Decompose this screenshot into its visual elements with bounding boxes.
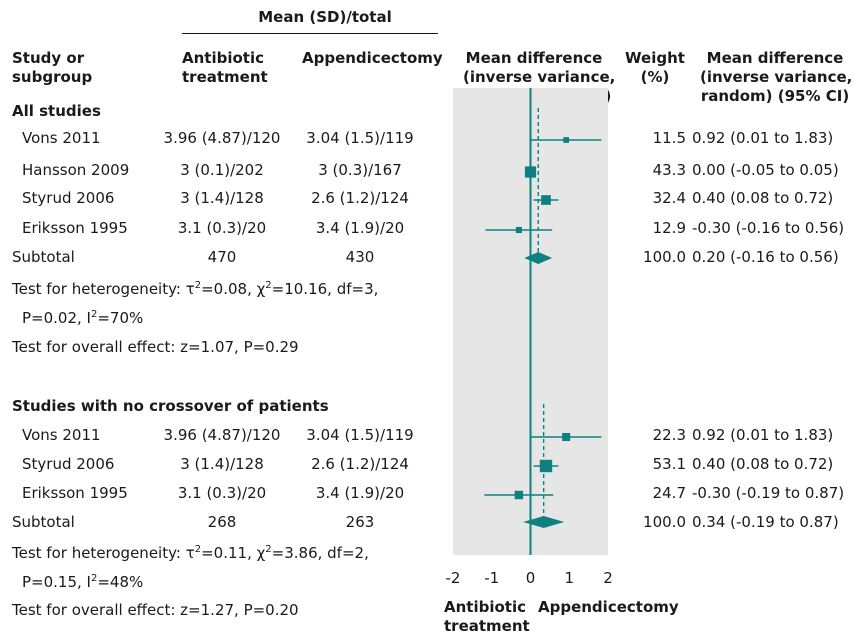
ci-value: 0.92 (0.01 to 1.83) <box>692 426 834 444</box>
weight-column-header: Weight (%) <box>625 49 685 86</box>
weight-total: 100.0 <box>643 248 686 266</box>
x-tick-label: -1 <box>484 569 499 587</box>
study-name: Vons 2011 <box>22 426 101 444</box>
appendicectomy-value: 3.04 (1.5)/119 <box>306 426 414 444</box>
x-tick-label: 0 <box>526 569 536 587</box>
subtotal-label: Subtotal <box>12 513 75 531</box>
favours-right-label: Appendicectomy <box>538 598 679 616</box>
antibiotic-total: 268 <box>207 513 237 531</box>
heterogeneity-p: P=0.15, I2=48% <box>22 573 144 591</box>
appendicectomy-column-header: Appendicectomy <box>302 49 443 67</box>
weight-value: 11.5 <box>652 129 686 147</box>
study-marker <box>539 459 553 473</box>
appendicectomy-value: 3.4 (1.9)/20 <box>315 484 405 502</box>
appendicectomy-value: 2.6 (1.2)/124 <box>311 455 409 473</box>
subtotal-label: Subtotal <box>12 248 75 266</box>
study-column-header: Study or subgroup <box>12 49 93 86</box>
overall-effect-test: Test for overall effect: z=1.07, P=0.29 <box>12 338 299 356</box>
study-marker <box>515 226 522 234</box>
pooled-diamond <box>524 252 553 264</box>
ci-value: 0.00 (-0.05 to 0.05) <box>692 161 839 179</box>
antibiotic-value: 3.1 (0.3)/20 <box>177 484 267 502</box>
weight-value: 12.9 <box>652 219 686 237</box>
weight-value: 22.3 <box>652 426 686 444</box>
weight-value: 24.7 <box>652 484 686 502</box>
appendicectomy-total: 263 <box>345 513 375 531</box>
heterogeneity-p: P=0.02, I2=70% <box>22 309 144 327</box>
study-marker <box>562 432 571 442</box>
antibiotic-column-header: Antibiotic treatment <box>182 49 268 86</box>
x-tick-label: -2 <box>446 569 461 587</box>
appendicectomy-value: 3.4 (1.9)/20 <box>315 219 405 237</box>
group-title: Studies with no crossover of patients <box>12 397 329 415</box>
pooled-diamond <box>523 516 565 528</box>
appendicectomy-value: 3.04 (1.5)/119 <box>306 129 414 147</box>
weight-value: 53.1 <box>652 455 686 473</box>
antibiotic-value: 3 (0.1)/202 <box>180 161 264 179</box>
study-name: Hansson 2009 <box>22 161 130 179</box>
ci-value: -0.30 (-0.19 to 0.87) <box>692 484 845 502</box>
favours-left-label: Antibiotic treatment <box>444 598 530 635</box>
study-name: Vons 2011 <box>22 129 101 147</box>
antibiotic-value: 3 (1.4)/128 <box>180 189 264 207</box>
ci-total: 0.34 (-0.19 to 0.87) <box>692 513 839 531</box>
x-tick-label: 1 <box>564 569 574 587</box>
md-column-header: Mean difference (inverse variance, rando… <box>700 49 853 105</box>
appendicectomy-value: 2.6 (1.2)/124 <box>311 189 409 207</box>
group-header: Mean (SD)/total <box>258 8 392 26</box>
study-marker <box>514 490 524 500</box>
study-marker <box>563 137 570 143</box>
group-title: All studies <box>12 102 101 120</box>
antibiotic-value: 3.1 (0.3)/20 <box>177 219 267 237</box>
ci-value: 0.40 (0.08 to 0.72) <box>692 455 834 473</box>
appendicectomy-value: 3 (0.3)/167 <box>318 161 402 179</box>
antibiotic-value: 3.96 (4.87)/120 <box>163 129 281 147</box>
ci-total: 0.20 (-0.16 to 0.56) <box>692 248 839 266</box>
antibiotic-value: 3 (1.4)/128 <box>180 455 264 473</box>
weight-total: 100.0 <box>643 513 686 531</box>
overall-effect-test: Test for overall effect: z=1.27, P=0.20 <box>12 601 299 619</box>
weight-value: 32.4 <box>652 189 686 207</box>
ci-value: 0.92 (0.01 to 1.83) <box>692 129 834 147</box>
study-name: Styrud 2006 <box>22 189 115 207</box>
heterogeneity-test: Test for heterogeneity: τ2=0.08, χ2=10.1… <box>12 280 379 298</box>
study-name: Styrud 2006 <box>22 455 115 473</box>
ci-value: 0.40 (0.08 to 0.72) <box>692 189 834 207</box>
study-marker <box>524 166 537 178</box>
appendicectomy-total: 430 <box>345 248 375 266</box>
x-tick-label: 2 <box>603 569 613 587</box>
ci-value: -0.30 (-0.16 to 0.56) <box>692 219 845 237</box>
antibiotic-value: 3.96 (4.87)/120 <box>163 426 281 444</box>
study-marker <box>541 195 551 205</box>
weight-value: 43.3 <box>652 161 686 179</box>
heterogeneity-test: Test for heterogeneity: τ2=0.11, χ2=3.86… <box>12 544 369 562</box>
antibiotic-total: 470 <box>207 248 237 266</box>
group-header-rule <box>182 33 438 34</box>
study-name: Eriksson 1995 <box>22 219 128 237</box>
study-name: Eriksson 1995 <box>22 484 128 502</box>
